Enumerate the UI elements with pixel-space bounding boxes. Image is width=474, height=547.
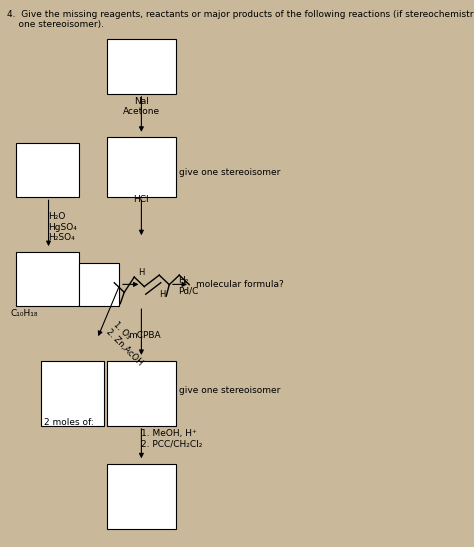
Text: 1. MeOH, H⁺
2. PCC/CH₂Cl₂: 1. MeOH, H⁺ 2. PCC/CH₂Cl₂ <box>141 429 203 448</box>
Bar <box>107 464 176 529</box>
Text: give one stereoisomer: give one stereoisomer <box>179 168 280 177</box>
Bar <box>107 360 176 426</box>
Bar <box>107 39 176 94</box>
Text: NaI
Acetone: NaI Acetone <box>123 97 160 116</box>
Text: H: H <box>138 268 145 277</box>
Text: H: H <box>159 290 165 299</box>
Text: give one stereoisomer: give one stereoisomer <box>179 386 280 395</box>
Text: HCl: HCl <box>134 195 149 203</box>
Bar <box>16 143 79 197</box>
Text: mCPBA: mCPBA <box>128 330 161 340</box>
Text: C₁₀H₁₈: C₁₀H₁₈ <box>10 309 38 318</box>
Bar <box>16 252 79 306</box>
Text: H₂O
HgSO₄
H₂SO₄: H₂O HgSO₄ H₂SO₄ <box>48 212 77 242</box>
Text: 4.  Give the missing reagents, reactants or major products of the following reac: 4. Give the missing reagents, reactants … <box>7 9 474 29</box>
Text: molecular formula?: molecular formula? <box>196 280 283 289</box>
Text: 1. O₃
2. Zn,AcOH: 1. O₃ 2. Zn,AcOH <box>104 320 152 367</box>
Bar <box>41 360 104 426</box>
Text: H₂
Pd/C: H₂ Pd/C <box>179 276 199 296</box>
Bar <box>107 137 176 197</box>
Text: 2 moles of:: 2 moles of: <box>44 418 94 427</box>
Bar <box>79 263 118 306</box>
